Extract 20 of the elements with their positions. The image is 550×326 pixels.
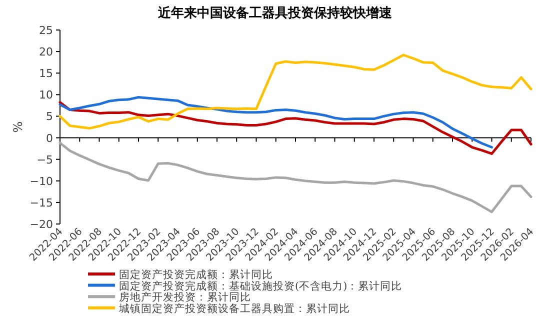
legend-label: 房地产开发投资：累计同比 [119, 290, 251, 304]
chart-title: 近年来中国设备工器具投资保持较快增速 [157, 5, 393, 21]
legend-label: 城镇固定资产投资额设备工器具购置：累计同比 [118, 302, 350, 315]
y-tick-label: 0 [46, 132, 53, 145]
y-tick-label: −20 [30, 218, 53, 231]
legend-label: 固定资产投资完成额：累计同比 [119, 268, 273, 281]
legend-label: 固定资产投资完成额：基础设施投资(不含电力)：累计同比 [119, 279, 402, 292]
line-series [58, 142, 532, 214]
y-tick-label: 5 [46, 110, 53, 124]
y-tick-label: −10 [30, 174, 53, 188]
y-tick-label: 15 [39, 67, 53, 80]
y-tick-label: 10 [39, 88, 53, 102]
line-series [58, 54, 532, 130]
y-tick-label: −5 [36, 153, 53, 166]
line-series [58, 101, 532, 155]
y-axis-title: % [11, 121, 25, 133]
y-tick-label: 20 [39, 46, 53, 59]
y-tick-label: −15 [30, 196, 53, 210]
y-tick-label: 25 [39, 24, 53, 37]
line-series [58, 96, 493, 149]
